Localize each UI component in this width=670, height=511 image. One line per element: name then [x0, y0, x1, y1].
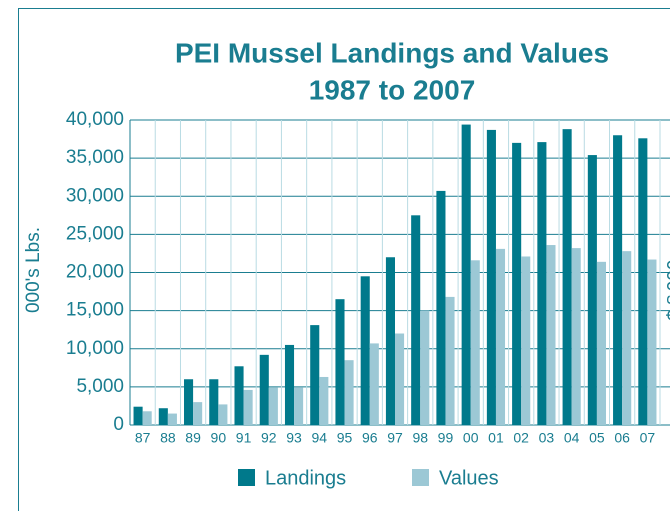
x-tick-label: 05: [589, 430, 605, 446]
x-tick-label: 97: [387, 430, 403, 446]
bar: [436, 190, 446, 425]
y-tick-label: 30,000: [66, 185, 124, 206]
legend-label: Values: [439, 467, 499, 489]
frame: [18, 8, 670, 511]
y-tick-label: 20,000: [66, 262, 124, 283]
bar: [420, 310, 430, 425]
x-tick-label: 94: [311, 430, 327, 446]
x-tick-label: 95: [337, 430, 353, 446]
chart-title: PEI Mussel Landings and Values: [175, 37, 609, 68]
bar: [512, 142, 522, 425]
y2-axis-label: 000's $: [662, 260, 670, 321]
bar: [310, 325, 320, 425]
bar: [562, 129, 572, 425]
bar: [234, 366, 244, 425]
x-tick-label: 89: [185, 430, 201, 446]
y-tick-label: 10,000: [66, 338, 124, 359]
bar: [587, 155, 597, 425]
bar: [537, 142, 547, 426]
bar: [344, 360, 354, 425]
y-tick-label: 5,000: [76, 376, 124, 397]
x-tick-label: 02: [513, 430, 529, 446]
bar: [613, 135, 623, 425]
bar: [521, 256, 531, 425]
x-tick-label: 04: [564, 430, 580, 446]
x-tick-label: 96: [362, 430, 378, 446]
bar: [411, 215, 421, 425]
bar: [385, 257, 395, 425]
x-tick-label: 91: [236, 430, 252, 446]
bar: [167, 413, 177, 425]
y-tick-label: 0: [113, 414, 124, 435]
bar: [461, 124, 471, 425]
y-tick-label: 35,000: [66, 147, 124, 168]
legend-label: Landings: [265, 467, 346, 489]
legend-swatch: [238, 469, 255, 486]
bar: [445, 296, 455, 425]
bar: [193, 402, 203, 425]
bar: [638, 138, 648, 426]
bar: [495, 248, 506, 425]
bar: [319, 376, 329, 425]
bar: [243, 389, 253, 425]
x-tick-label: 99: [438, 430, 454, 446]
bar: [284, 344, 295, 425]
x-tick-label: 88: [160, 430, 176, 446]
x-tick-label: 90: [211, 430, 227, 446]
bar: [158, 408, 168, 425]
x-tick-label: 06: [614, 430, 630, 446]
x-tick-label: 03: [539, 430, 555, 446]
bar: [360, 276, 370, 425]
bar: [259, 354, 269, 425]
y-axis-label: 000's Lbs.: [23, 227, 44, 313]
bar: [209, 379, 219, 425]
bar: [335, 299, 345, 425]
x-tick-label: 01: [488, 430, 504, 446]
x-tick-label: 87: [135, 430, 151, 446]
bar: [546, 245, 556, 425]
bar: [486, 129, 496, 425]
y-tick-label: 25,000: [66, 223, 124, 244]
bar: [622, 251, 632, 425]
bar: [133, 406, 143, 425]
bar: [142, 411, 152, 425]
x-tick-label: 98: [412, 430, 428, 446]
bar: [184, 379, 194, 425]
bar: [647, 259, 657, 425]
chart-title: 1987 to 2007: [309, 74, 476, 105]
x-tick-label: 93: [286, 430, 302, 446]
bar: [596, 261, 606, 425]
y-tick-label: 15,000: [66, 300, 124, 321]
x-tick-label: 92: [261, 430, 277, 446]
legend-swatch: [412, 469, 429, 486]
bar: [218, 404, 228, 425]
bar: [395, 333, 405, 425]
x-tick-label: 00: [463, 430, 479, 446]
bar: [571, 248, 581, 425]
bar: [470, 260, 480, 425]
y-tick-label: 40,000: [66, 109, 124, 130]
bar: [268, 387, 278, 425]
x-tick-label: 07: [640, 430, 656, 446]
bar: [294, 387, 304, 425]
bar: [369, 343, 379, 425]
